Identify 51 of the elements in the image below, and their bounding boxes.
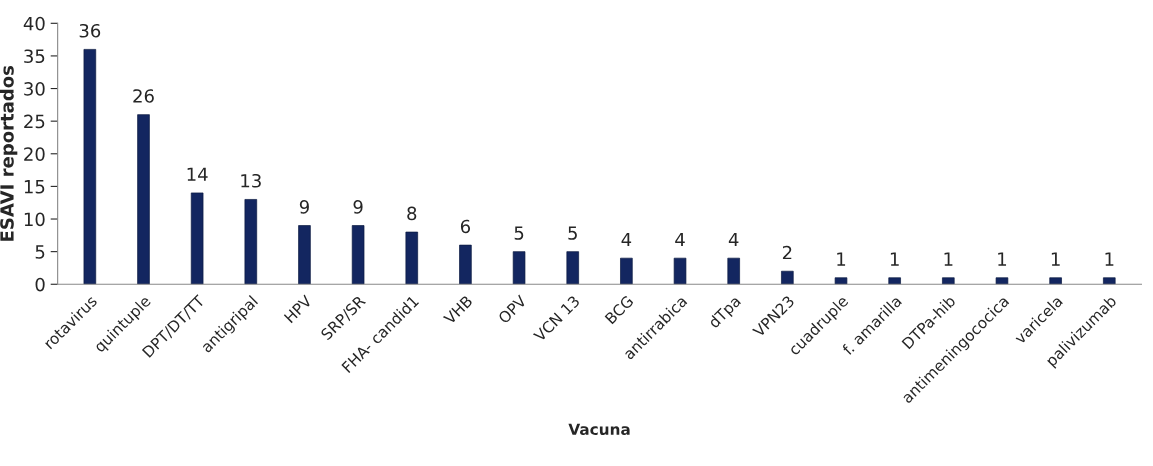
bar bbox=[351, 225, 365, 285]
bar bbox=[1103, 277, 1116, 285]
data-label: 1 bbox=[890, 252, 899, 266]
y-axis-title: ESAVI reportados bbox=[0, 65, 18, 241]
data-label: 9 bbox=[299, 200, 309, 214]
data-label: 1 bbox=[998, 252, 1007, 266]
data-label: 36 bbox=[79, 23, 101, 38]
y-tick-label: 25 bbox=[24, 114, 45, 129]
bar bbox=[83, 49, 97, 285]
bar bbox=[190, 192, 204, 285]
data-label: 13 bbox=[241, 173, 261, 188]
bar bbox=[512, 251, 526, 285]
bar bbox=[995, 277, 1009, 285]
bar bbox=[834, 277, 848, 285]
bar bbox=[566, 251, 579, 285]
data-label: 1 bbox=[837, 252, 846, 266]
bar bbox=[298, 225, 311, 285]
y-tick-label: 0 bbox=[35, 277, 45, 292]
bar bbox=[781, 270, 794, 285]
y-tick-label: 30 bbox=[24, 82, 45, 96]
data-label: 1 bbox=[944, 252, 953, 266]
bar bbox=[942, 277, 955, 285]
data-label: 4 bbox=[675, 232, 685, 247]
bar bbox=[405, 231, 419, 285]
data-label: 5 bbox=[514, 226, 524, 240]
bar bbox=[1049, 277, 1062, 285]
data-label: 1 bbox=[1051, 252, 1060, 266]
y-tick-label: 10 bbox=[24, 212, 45, 227]
bar bbox=[727, 257, 740, 285]
y-tick-label: 35 bbox=[24, 49, 45, 64]
x-axis-title: Vacuna bbox=[568, 423, 630, 436]
bar bbox=[620, 257, 633, 285]
bar bbox=[459, 244, 472, 285]
data-label: 8 bbox=[407, 206, 417, 221]
data-label: 26 bbox=[133, 89, 154, 103]
data-label: 1 bbox=[1105, 252, 1114, 266]
data-label: 14 bbox=[187, 167, 208, 181]
data-label: 4 bbox=[621, 232, 632, 247]
data-label: 6 bbox=[460, 219, 471, 234]
data-label: 5 bbox=[568, 226, 577, 240]
data-label: 9 bbox=[353, 200, 363, 214]
y-tick-label: 15 bbox=[24, 180, 45, 194]
y-tick-label: 40 bbox=[23, 16, 45, 31]
y-tick-label: 5 bbox=[35, 245, 45, 259]
bar bbox=[673, 257, 687, 285]
bar bbox=[244, 199, 258, 285]
data-label: 2 bbox=[782, 245, 792, 260]
y-tick-label: 20 bbox=[24, 147, 45, 161]
data-label: 4 bbox=[728, 232, 739, 247]
bar bbox=[137, 114, 150, 285]
bar bbox=[888, 277, 901, 285]
